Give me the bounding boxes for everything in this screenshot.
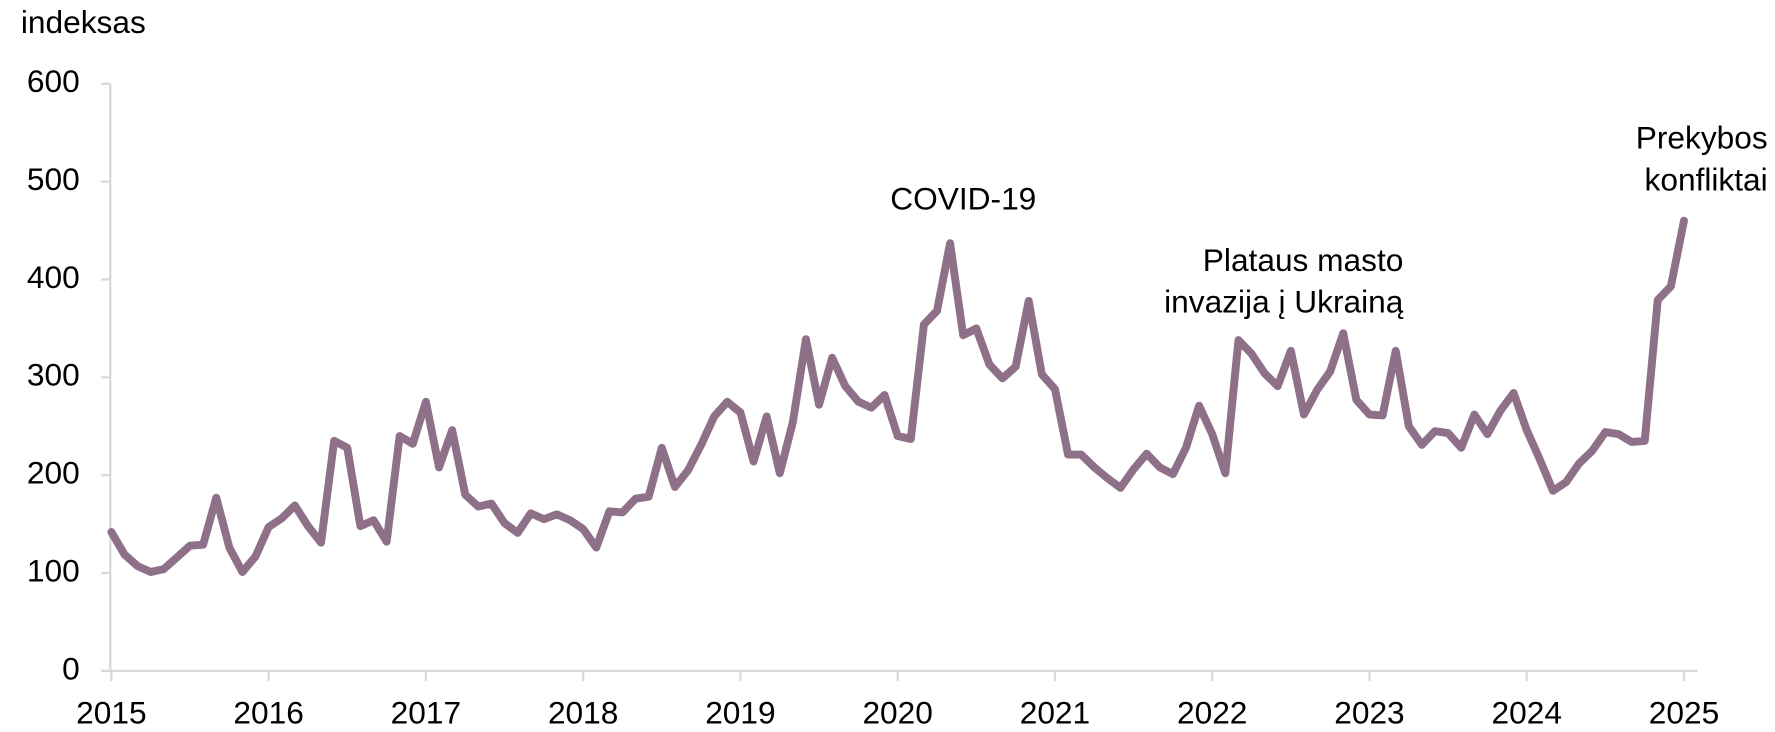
- y-tick-label: 200: [27, 455, 80, 491]
- annotation: Plataus masto: [1203, 242, 1404, 278]
- x-tick-label: 2015: [76, 694, 146, 730]
- x-tick-label: 2025: [1649, 694, 1719, 730]
- x-tick-label: 2017: [391, 694, 461, 730]
- series-line: [107, 216, 1688, 576]
- y-tick-label: 0: [62, 650, 80, 686]
- x-tick-label: 2018: [548, 694, 618, 730]
- x-tick-label: 2024: [1492, 694, 1562, 730]
- x-tick-label: 2019: [705, 694, 775, 730]
- y-tick-label: 400: [27, 259, 80, 295]
- annotation: konfliktai: [1645, 162, 1768, 198]
- annotation: Prekybos: [1636, 120, 1768, 156]
- x-tick-label: 2020: [862, 694, 932, 730]
- x-tick-label: 2021: [1020, 694, 1090, 730]
- y-tick-label: 100: [27, 552, 80, 588]
- x-tick-label: 2023: [1334, 694, 1404, 730]
- y-axis-label: indeksas: [21, 4, 146, 40]
- y-tick-label: 500: [27, 161, 80, 197]
- y-tick-label: 600: [27, 63, 80, 99]
- x-tick-label: 2022: [1177, 694, 1247, 730]
- annotation: invazija į Ukrainą: [1164, 284, 1404, 320]
- y-tick-label: 300: [27, 357, 80, 393]
- annotation: COVID-19: [890, 181, 1036, 217]
- x-tick-label: 2016: [233, 694, 303, 730]
